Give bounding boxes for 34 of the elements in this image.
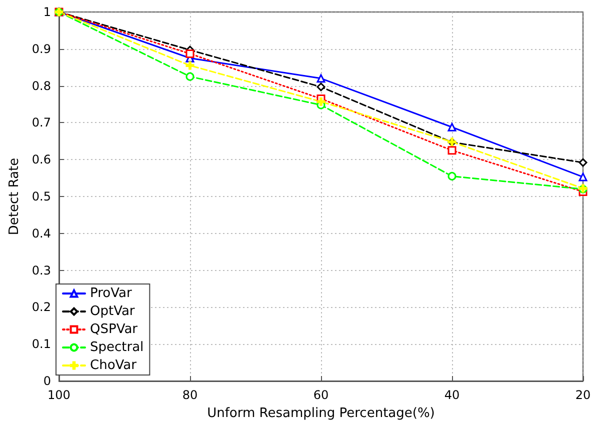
point — [186, 49, 194, 58]
y-axis-title: Detect Rate — [7, 158, 22, 236]
point — [578, 158, 588, 167]
y-tick-label: 0.2 — [32, 300, 51, 314]
y-tick-label: 0.1 — [32, 337, 51, 352]
point — [316, 74, 326, 83]
point — [448, 122, 456, 132]
point — [316, 97, 326, 106]
y-tick-label: 0.6 — [32, 152, 51, 167]
y-tick-label: 1 — [43, 5, 51, 19]
legend-label: OptVar — [90, 304, 136, 319]
x-tick-label: 40 — [444, 388, 460, 402]
x-axis-title: Unform Resampling Percentage(%) — [207, 406, 435, 421]
y-tick-label: 0.3 — [32, 263, 51, 278]
y-tick-label: 0.5 — [32, 190, 51, 204]
point — [186, 61, 194, 70]
legend-label: Spectral — [90, 340, 144, 355]
y-tick-label: 0 — [43, 374, 51, 388]
point — [316, 82, 326, 92]
legend-label: ProVar — [90, 286, 132, 301]
point — [448, 172, 456, 180]
point — [448, 146, 456, 155]
x-tick-label: 80 — [182, 388, 198, 402]
point — [186, 72, 194, 81]
y-tick-label: 0.9 — [32, 42, 51, 56]
x-tick-label: 20 — [575, 388, 591, 402]
x-tick-label: 60 — [313, 388, 329, 402]
y-tick-label: 0.4 — [32, 226, 51, 240]
legend-label: QSPVar — [90, 322, 138, 337]
y-tick-label: 0.7 — [32, 116, 51, 130]
point — [578, 172, 588, 182]
y-tick-label: 0.8 — [32, 78, 51, 93]
x-tick-label: 100 — [48, 388, 70, 402]
legend-label: ChoVar — [90, 358, 138, 373]
